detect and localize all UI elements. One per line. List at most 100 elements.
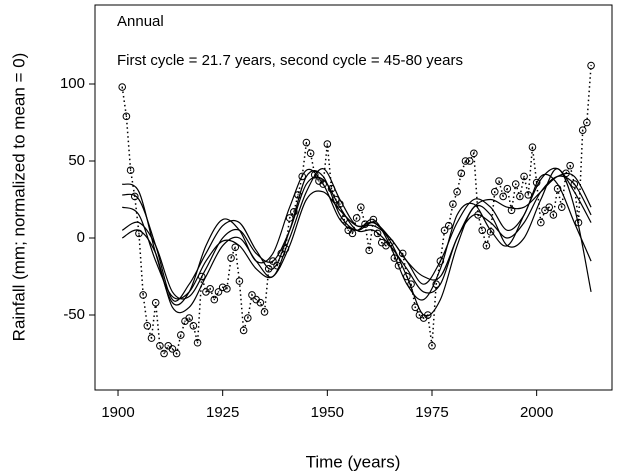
data-point — [218, 283, 227, 292]
fit-curve — [121, 175, 592, 300]
x-tick-label: 1975 — [415, 404, 448, 421]
data-point — [398, 249, 407, 258]
data-point-dot — [318, 180, 320, 182]
data-point — [352, 214, 361, 222]
data-point — [549, 211, 558, 219]
data-point-dot — [142, 294, 144, 296]
data-point-dot — [226, 288, 228, 290]
x-tick-label: 1925 — [206, 404, 239, 421]
data-point-dot — [255, 298, 257, 301]
data-point — [357, 203, 365, 212]
data-point — [587, 61, 595, 70]
data-point-dot — [452, 203, 454, 205]
data-point-dot — [276, 265, 278, 267]
data-point — [310, 171, 319, 179]
data-point-dot — [230, 257, 232, 259]
data-point-dot — [339, 203, 341, 205]
data-point — [306, 149, 315, 158]
data-point — [444, 221, 453, 230]
data-point-dot — [238, 280, 241, 282]
data-point-dot — [263, 311, 266, 313]
data-point — [193, 338, 202, 347]
data-point — [206, 285, 214, 293]
data-point — [428, 342, 436, 350]
plot-frame — [94, 4, 613, 391]
data-point — [223, 285, 231, 293]
data-point-dot — [561, 206, 563, 208]
data-point-dot — [159, 345, 161, 347]
observed-line — [121, 65, 592, 356]
data-point — [478, 226, 487, 235]
data-point-dot — [167, 345, 169, 347]
data-point — [511, 180, 520, 188]
data-point-dot — [330, 188, 333, 190]
data-point-dot — [552, 214, 555, 216]
data-point-dot — [163, 352, 165, 355]
data-point — [235, 277, 244, 285]
data-point-dot — [586, 121, 588, 124]
data-point — [432, 280, 440, 289]
data-point — [243, 314, 252, 322]
data-point-dot — [481, 229, 483, 232]
data-point-dot — [121, 86, 123, 88]
data-point — [118, 83, 127, 91]
data-point-dot — [184, 320, 186, 322]
data-point — [453, 188, 461, 196]
data-point-dot — [326, 143, 329, 145]
data-point-dot — [217, 291, 220, 293]
data-point — [507, 206, 516, 215]
data-point — [130, 192, 139, 201]
data-point — [269, 257, 277, 265]
data-point-dot — [213, 298, 216, 301]
data-point-dot — [544, 209, 546, 211]
data-point — [260, 308, 269, 316]
data-point-dot — [347, 229, 349, 232]
data-point — [323, 140, 332, 148]
fit-curve — [121, 167, 592, 306]
data-point-dot — [188, 317, 190, 319]
data-point-dot — [494, 191, 496, 193]
data-point-dot — [309, 152, 312, 155]
data-point-dot — [288, 217, 291, 219]
data-point — [503, 184, 512, 193]
data-point — [570, 180, 579, 188]
data-point — [470, 149, 478, 158]
data-point — [185, 314, 193, 322]
data-point — [482, 241, 491, 250]
data-point — [160, 349, 168, 358]
data-point-dot — [305, 141, 308, 144]
data-point-dot — [531, 146, 534, 148]
data-point — [486, 228, 495, 236]
data-point-dot — [251, 294, 253, 296]
data-point-dot — [196, 342, 199, 344]
data-point — [465, 157, 474, 165]
data-point-dot — [247, 317, 249, 319]
data-point-dot — [548, 206, 550, 208]
data-point — [331, 195, 340, 204]
data-point-dot — [393, 257, 396, 259]
data-point-dot — [527, 194, 529, 196]
data-point — [516, 192, 524, 201]
data-point — [457, 169, 466, 178]
data-point — [156, 342, 164, 350]
data-point-dot — [422, 317, 425, 319]
data-point-dot — [460, 172, 462, 175]
data-point-dot — [297, 194, 299, 196]
x-tick-label: 1950 — [311, 404, 344, 421]
y-tick-label: 50 — [68, 152, 85, 169]
data-point — [566, 161, 574, 170]
data-point-dot — [138, 232, 140, 235]
data-point-dot — [510, 209, 513, 211]
data-point-dot — [515, 183, 517, 185]
data-point — [189, 321, 198, 330]
annotation: Annual — [117, 13, 164, 30]
data-point-dot — [259, 301, 262, 304]
data-point — [302, 138, 311, 147]
data-point-dot — [175, 352, 178, 355]
x-tick-label: 1900 — [101, 404, 134, 421]
data-point-dot — [381, 241, 383, 244]
data-point-dot — [293, 211, 295, 213]
x-axis-label: Time (years) — [306, 452, 401, 471]
data-point — [440, 226, 449, 235]
